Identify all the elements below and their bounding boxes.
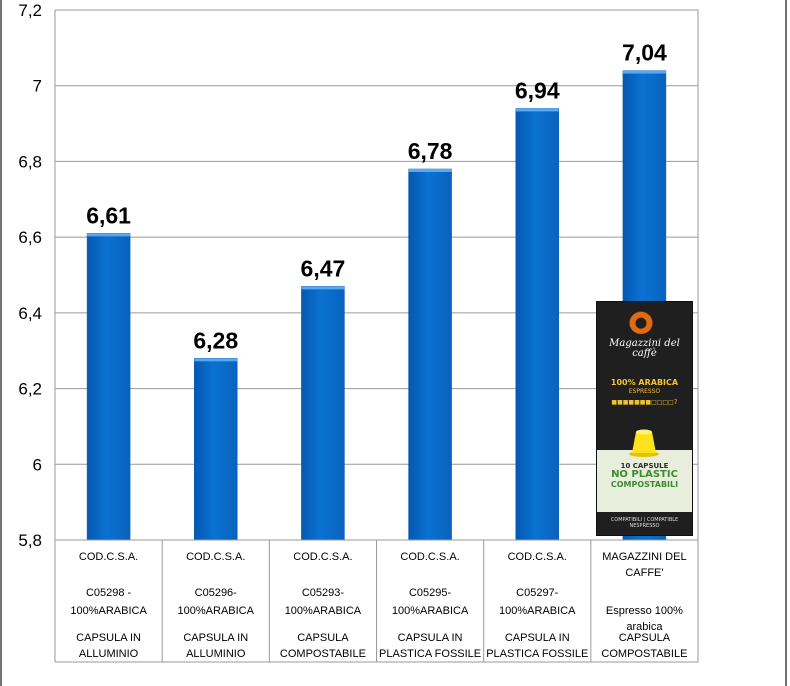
category-label-line: C05293- (302, 587, 345, 599)
value-label: 6,94 (515, 77, 560, 103)
bar-top-highlight (194, 358, 238, 362)
bar-series (86, 70, 667, 541)
bar-top-highlight (622, 70, 666, 74)
value-label: 6,61 (86, 202, 131, 228)
category-label-line: C05298 - (86, 587, 132, 599)
category-label-line: Espresso 100% (606, 605, 683, 617)
bar (194, 358, 238, 541)
category-label-line: C05296- (195, 587, 238, 599)
y-tick-label: 6 (33, 455, 42, 474)
y-axis-ticks: 5,8 6 6,2 6,4 6,6 6,8 7 7,2 (18, 1, 42, 550)
category-label-line: 100%ARABICA (499, 605, 576, 617)
category-label-line: 100%ARABICA (178, 605, 255, 617)
value-labels: 6,61 6,28 6,47 6,78 6,94 7,04 (86, 40, 667, 354)
category-label-line: PLASTICA FOSSILE (379, 648, 481, 660)
category-label-line: CAPSULA (297, 632, 349, 644)
product-intensity-scale: ■■■■■■■□□□□7 (611, 399, 678, 406)
category-label-line: MAGAZZINI DEL (602, 551, 686, 563)
y-tick-label: 6,6 (18, 228, 42, 247)
category-label-line: 100%ARABICA (70, 605, 147, 617)
category-label-line: CAPSULA IN (183, 632, 248, 644)
bar-top-highlight (408, 169, 452, 172)
product-espresso-text: ESPRESSO (628, 388, 661, 395)
category-label-line: COD.C.S.A. (79, 551, 138, 563)
category-label-line: C05297- (516, 587, 559, 599)
category-table: COD.C.S.A. C05298 - 100%ARABICA CAPSULA IN A… (54, 539, 699, 663)
category-label-line: 100%ARABICA (392, 605, 469, 617)
category-label-line: COD.C.S.A. (293, 551, 352, 563)
category-label-line: COMPOSTABILE (601, 648, 687, 660)
product-arabica-text: 100% ARABICA (610, 378, 679, 387)
category-label-line: 100%ARABICA (285, 605, 362, 617)
category-label-line: COD.C.S.A. (508, 551, 567, 563)
bar (408, 168, 452, 541)
category-label-line: COMPOSTABILE (280, 648, 366, 660)
bar-top-highlight (515, 108, 559, 112)
category-label-line: C05295- (409, 587, 452, 599)
category-label-line: PLASTICA FOSSILE (486, 648, 588, 660)
bar (515, 108, 559, 541)
category-label-line: COD.C.S.A. (186, 551, 245, 563)
y-tick-label: 7,2 (18, 1, 42, 20)
capsule-icon (629, 429, 659, 457)
value-label: 6,28 (193, 327, 238, 353)
product-footer-note: COMPATIBILI | COMPATIBLE NESPRESSO (610, 517, 679, 529)
y-tick-label: 7 (33, 77, 42, 96)
bar (301, 286, 345, 541)
product-capsule-count: 10 CAPSULE (620, 462, 669, 470)
category-label-line: ALLUMINIO (79, 648, 139, 660)
y-tick-label: 6,8 (18, 152, 42, 171)
bar-top-highlight (87, 233, 131, 237)
bar-top-highlight (301, 286, 345, 290)
product-compostable: COMPOSTABILI (610, 480, 679, 489)
y-tick-label: 6,4 (18, 304, 42, 323)
category-label-line: CAFFE' (625, 567, 663, 579)
y-tick-label: 6,2 (18, 380, 42, 399)
category-label-line: CAPSULA (619, 632, 671, 644)
value-label: 6,47 (301, 255, 346, 281)
product-brand-text: Magazzini del caffè (609, 338, 680, 359)
product-no-plastic: NO PLASTIC (611, 469, 678, 480)
category-label-line: CAPSULA IN (398, 632, 463, 644)
category-label-line: CAPSULA IN (505, 632, 570, 644)
category-label-line: arabica (626, 621, 663, 633)
value-label: 7,04 (622, 40, 667, 66)
value-label: 6,78 (408, 138, 453, 164)
product-green-panel: 10 CAPSULE NO PLASTIC COMPOSTABILI (597, 450, 692, 512)
y-tick-label: 5,8 (18, 531, 42, 550)
bar (86, 233, 131, 541)
category-label-line: COD.C.S.A. (400, 551, 459, 563)
category-label-line: CAPSULA IN (76, 632, 141, 644)
product-package-image: Magazzini del caffè 100% ARABICA ESPRESS… (596, 301, 693, 536)
brand-logo-icon (629, 310, 653, 334)
category-label-line: ALLUMINIO (186, 648, 246, 660)
